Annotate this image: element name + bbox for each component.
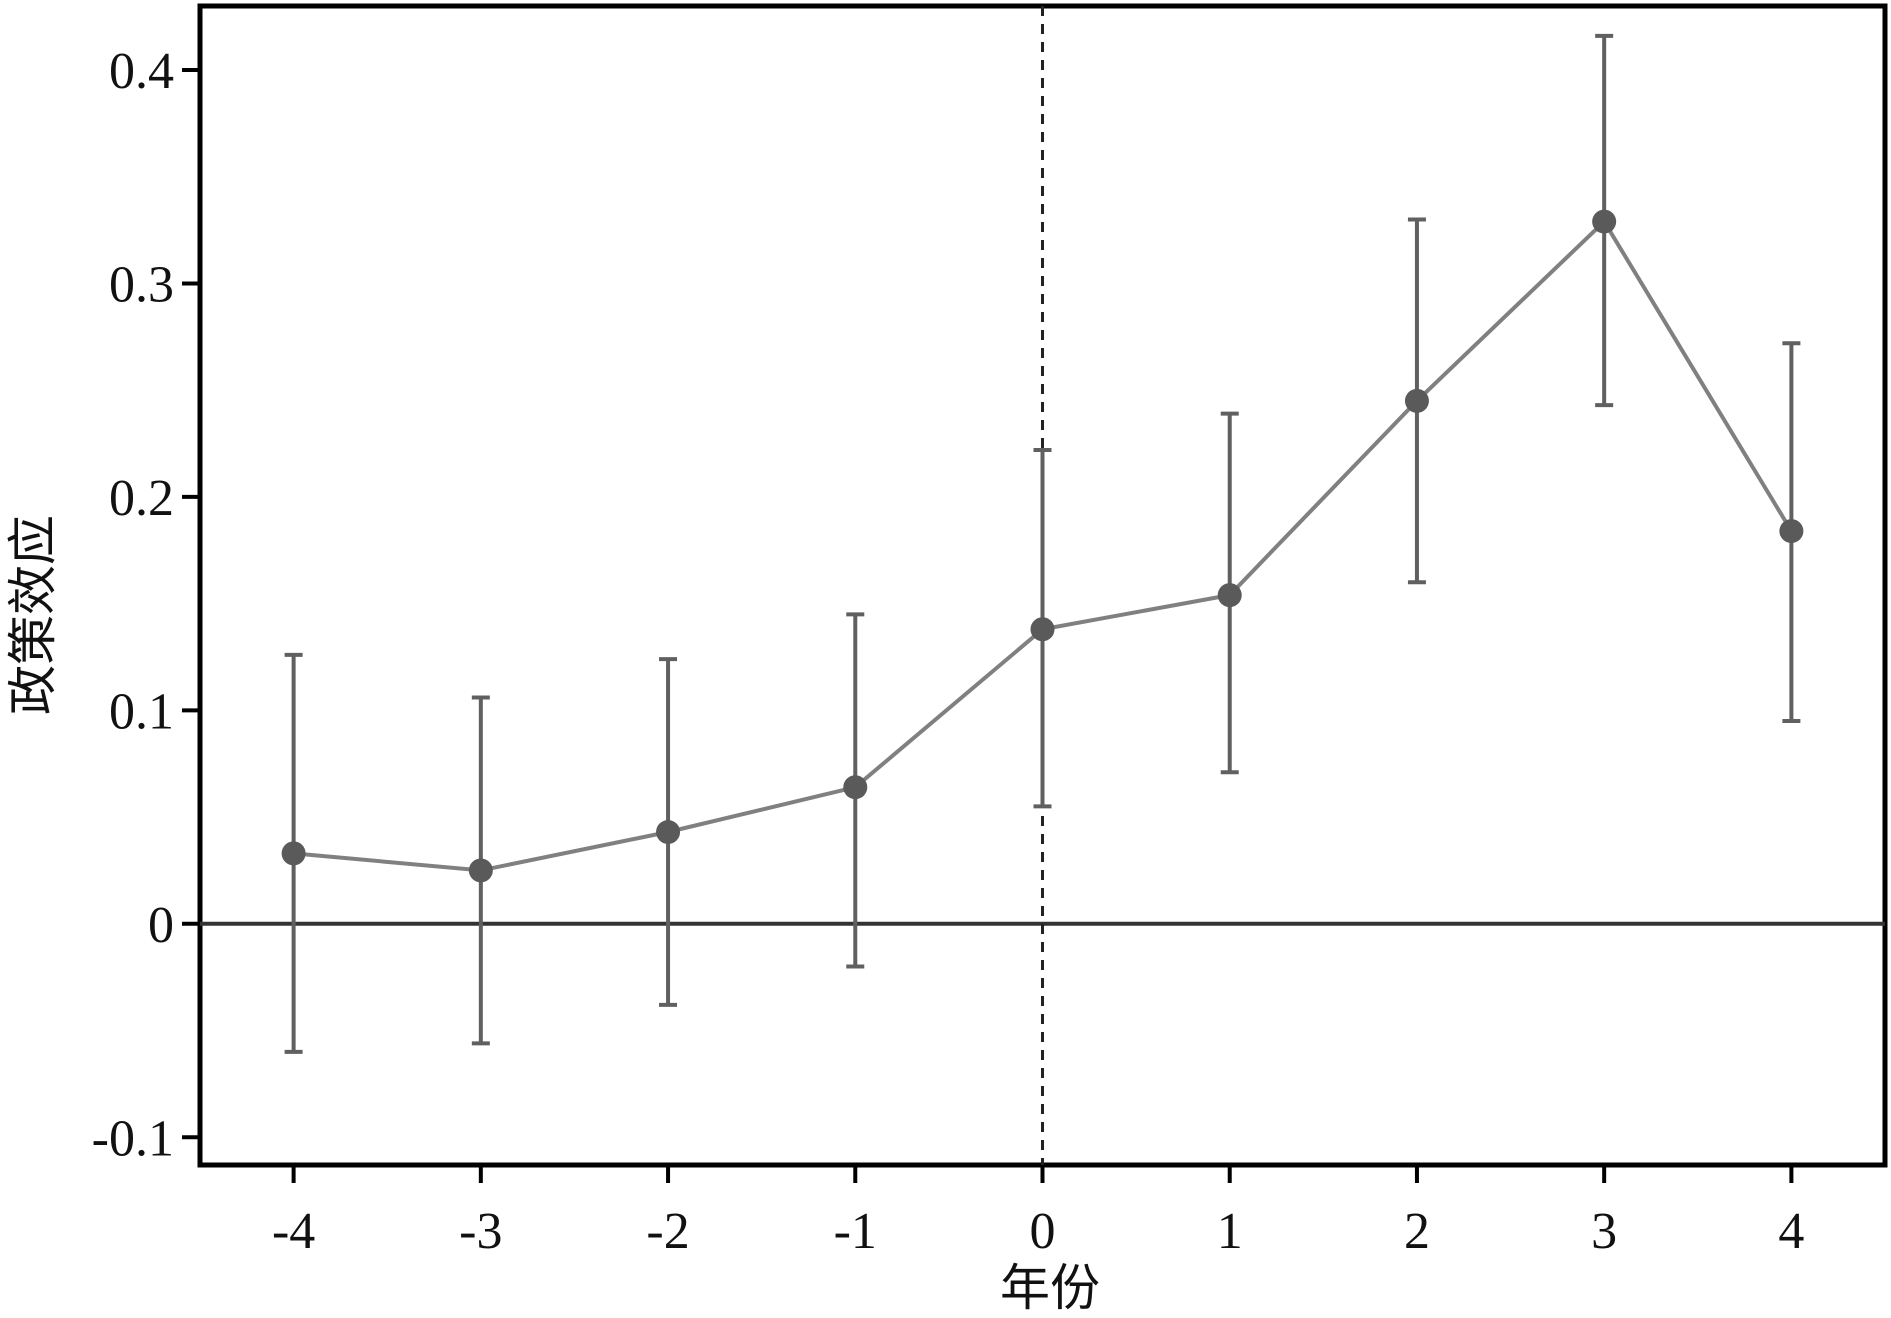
y-tick-label: 0.4 [109, 43, 174, 100]
y-axis-title: 政策效应 [4, 515, 62, 715]
x-tick-label: 1 [1217, 1203, 1243, 1260]
y-tick-label: -0.1 [92, 1110, 174, 1167]
x-tick-label: 4 [1778, 1203, 1804, 1260]
y-tick-label: 0.1 [109, 683, 174, 740]
x-tick-label: 3 [1591, 1203, 1617, 1260]
x-tick-label: -1 [834, 1203, 877, 1260]
data-point [1592, 209, 1617, 234]
data-point [468, 858, 493, 883]
y-tick-label: 0.3 [109, 256, 174, 313]
x-tick-label: -4 [272, 1203, 315, 1260]
data-point [281, 841, 306, 866]
data-point [1030, 617, 1055, 642]
data-point [656, 820, 681, 845]
x-tick-label: -3 [459, 1203, 502, 1260]
y-tick-label: 0 [148, 897, 174, 954]
data-point [1217, 583, 1242, 608]
data-point [1779, 519, 1804, 544]
x-tick-label: -2 [646, 1203, 689, 1260]
x-tick-label: 2 [1404, 1203, 1430, 1260]
data-point [1404, 388, 1429, 413]
data-point [843, 775, 868, 800]
y-axis: -0.1 0 0.1 0.2 0.3 0.4 [92, 43, 200, 1167]
x-tick-label: 0 [1030, 1203, 1056, 1260]
x-axis: -4 -3 -2 -1 0 1 2 3 4 [272, 1165, 1804, 1260]
markers [281, 209, 1804, 883]
y-tick-label: 0.2 [109, 470, 174, 527]
x-axis-title: 年份 [1000, 1259, 1100, 1317]
